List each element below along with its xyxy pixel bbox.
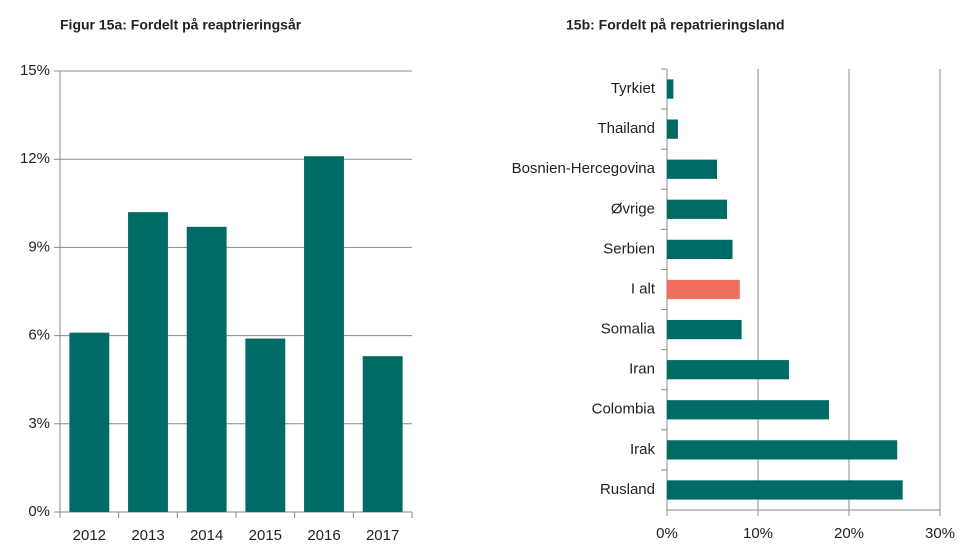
bar <box>667 360 789 380</box>
bar <box>667 400 829 420</box>
bar <box>128 212 168 512</box>
bar <box>667 199 728 219</box>
bar <box>245 338 286 512</box>
x-tick-label: 0% <box>656 525 678 542</box>
x-tick-label: 30% <box>925 525 955 542</box>
y-tick-label: 0% <box>28 503 50 520</box>
bar <box>69 332 110 512</box>
x-tick-label: 2016 <box>307 527 340 544</box>
y-tick-label: Rusland <box>600 481 655 498</box>
bar <box>362 356 403 512</box>
x-tick-label: 2017 <box>366 527 399 544</box>
bar <box>667 480 903 500</box>
x-tick-label: 20% <box>834 525 864 542</box>
x-tick-label: 10% <box>743 525 773 542</box>
y-tick-label: Colombia <box>592 401 656 418</box>
bar <box>667 440 898 460</box>
chart-title: Figur 15a: Fordelt på reaptrieringsår <box>60 17 302 33</box>
y-tick-label: 3% <box>28 415 50 432</box>
bar <box>667 239 733 260</box>
bar <box>186 226 227 512</box>
y-tick-label: 9% <box>28 238 50 255</box>
y-tick-label: Øvrige <box>611 200 655 217</box>
y-tick-label: Iran <box>629 361 655 378</box>
y-tick-label: Serbien <box>603 240 655 257</box>
chart-title: 15b: Fordelt på repatrieringsland <box>566 17 785 33</box>
y-tick-label: Tyrkiet <box>611 80 656 97</box>
x-tick-label: 2015 <box>249 527 282 544</box>
x-tick-label: 2012 <box>73 527 106 544</box>
x-tick-label: 2013 <box>131 527 164 544</box>
y-tick-label: 6% <box>28 327 50 344</box>
bar <box>667 79 674 99</box>
bar <box>667 319 742 340</box>
y-tick-label: 12% <box>20 150 50 167</box>
x-tick-label: 2014 <box>190 527 223 544</box>
y-tick-label: Irak <box>630 441 656 458</box>
y-tick-label: Bosnien-Hercegovina <box>512 160 656 177</box>
y-tick-label: 15% <box>20 62 50 79</box>
bar <box>667 159 718 179</box>
y-tick-label: Somalia <box>601 321 656 338</box>
bar <box>304 156 344 512</box>
y-tick-label: Thailand <box>597 120 655 137</box>
bar <box>667 119 678 139</box>
bar <box>667 279 740 300</box>
y-tick-label: I alt <box>631 280 656 297</box>
